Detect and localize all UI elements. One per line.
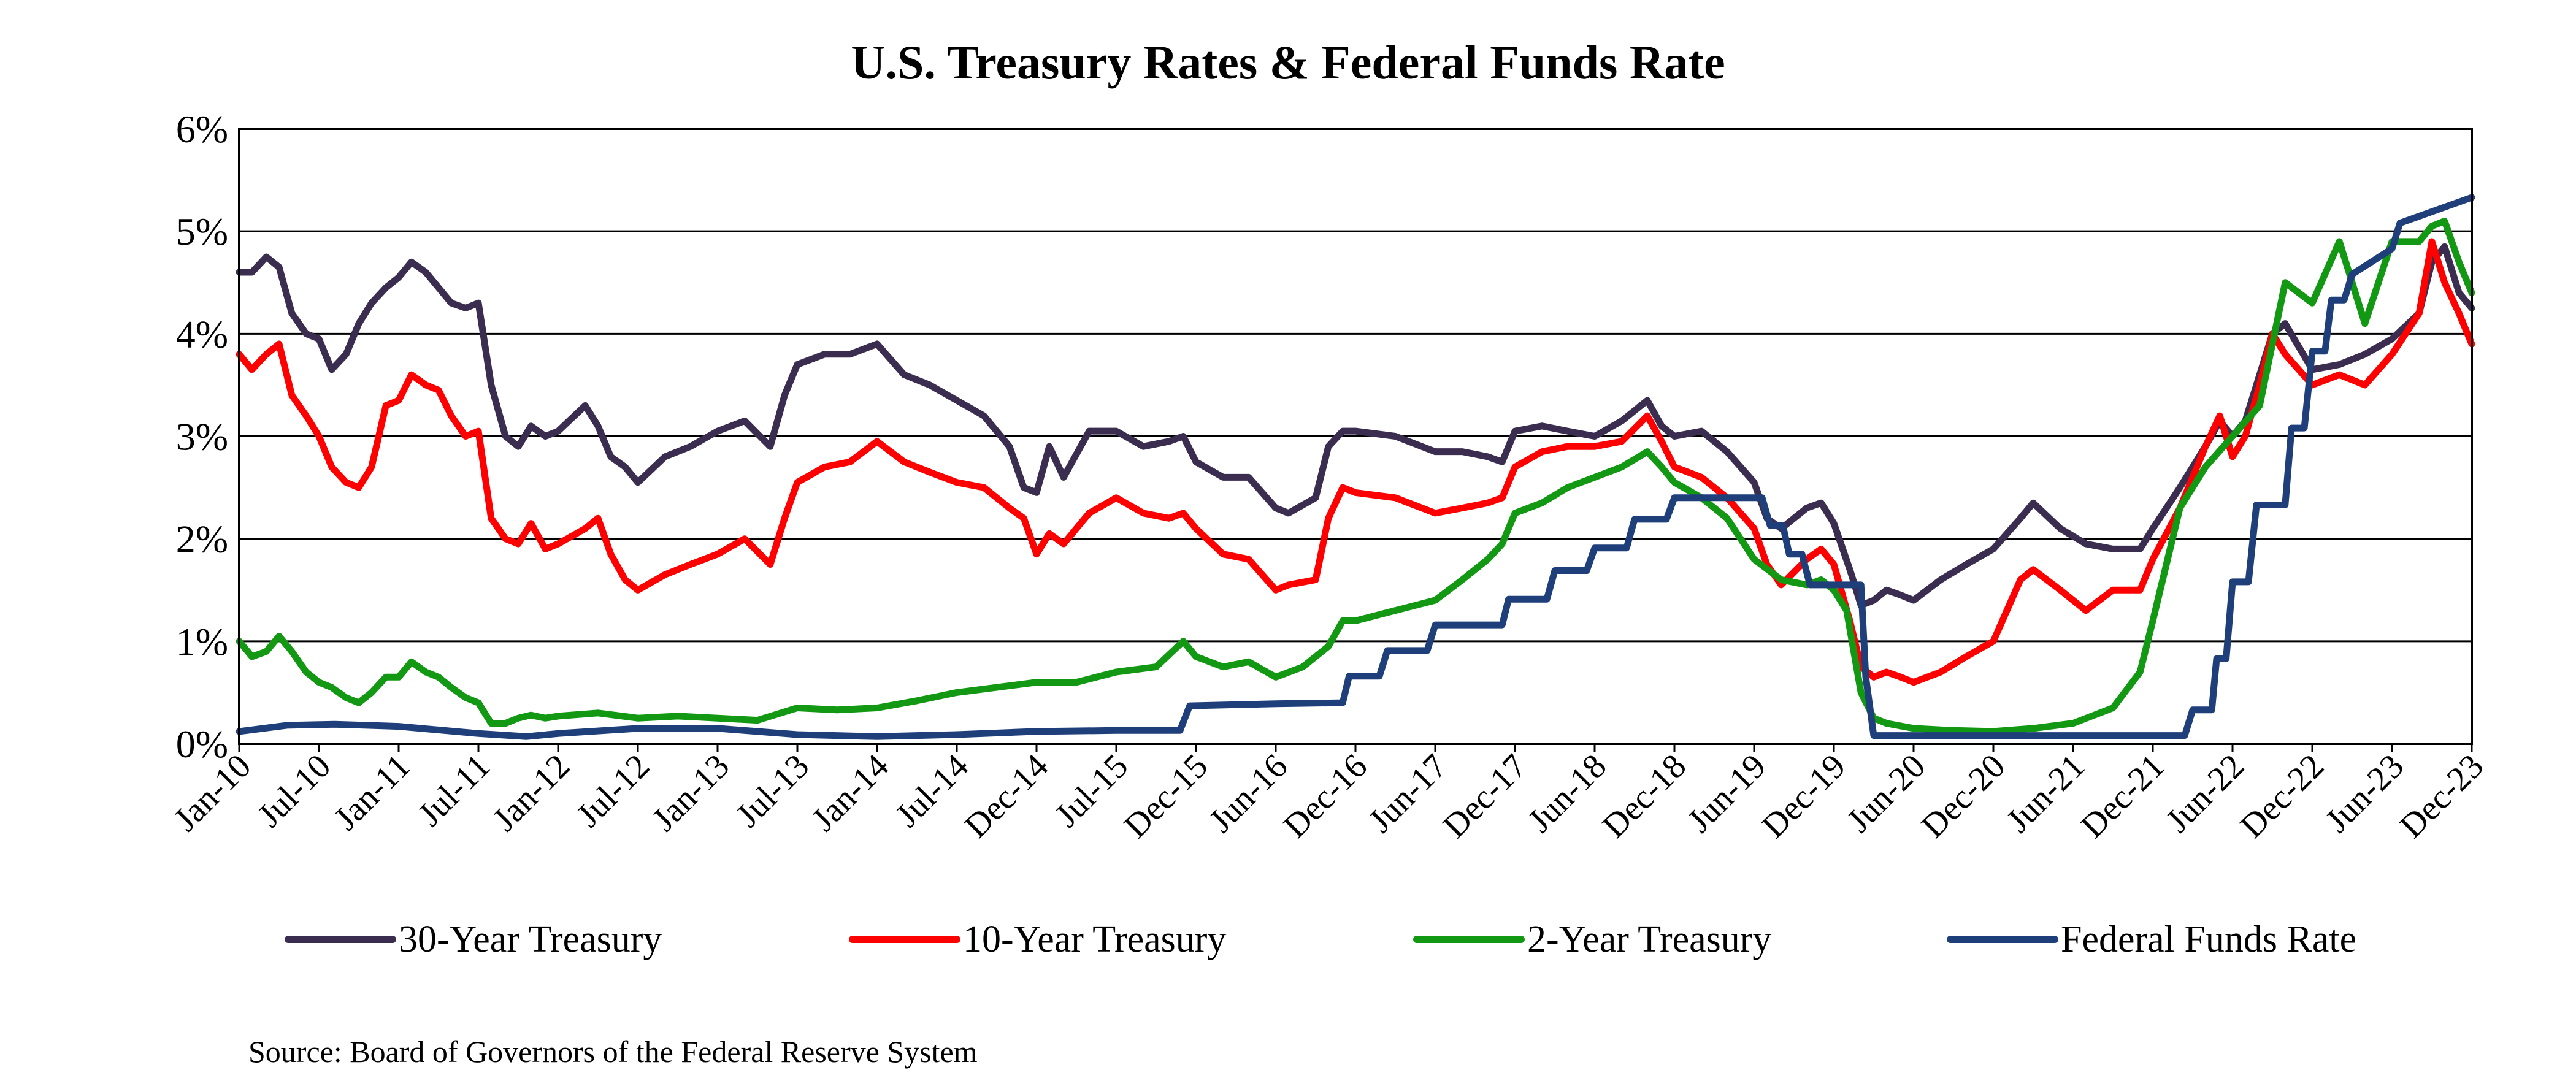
y-tick-label: 6% xyxy=(176,107,228,151)
series-line-10-year-treasury xyxy=(236,238,2475,686)
x-tick-label: Jan-11 xyxy=(327,747,418,838)
legend-label: Federal Funds Rate xyxy=(2061,919,2356,960)
x-tick-label: Jun-20 xyxy=(1840,747,1933,840)
x-tick-label: Jan-14 xyxy=(805,747,896,838)
source-note: Source: Board of Governors of the Federa… xyxy=(248,1034,978,1069)
x-axis-ticks: Jan-10Jul-10Jan-11Jul-11Jan-12Jul-12Jan-… xyxy=(167,744,2491,846)
x-tick-label: Dec-19 xyxy=(1755,747,1853,845)
chart-title: U.S. Treasury Rates & Federal Funds Rate xyxy=(851,36,1725,89)
y-tick-label: 2% xyxy=(176,518,228,561)
y-tick-label: 0% xyxy=(176,722,228,766)
legend: 30-Year Treasury 10-Year Treasury 2-Year T… xyxy=(285,919,2356,960)
x-tick-label: Dec-23 xyxy=(2393,747,2491,845)
y-axis-ticks: 0% 1% 2% 3% 4% 5% 6% xyxy=(176,107,228,766)
x-tick-label: Jul-10 xyxy=(250,747,338,835)
x-tick-label: Dec-20 xyxy=(1914,747,2012,845)
x-tick-label: Jul-13 xyxy=(729,747,816,835)
x-tick-label: Jul-12 xyxy=(569,747,657,835)
y-tick-label: 1% xyxy=(176,620,228,663)
x-tick-label: Dec-18 xyxy=(1595,747,1693,845)
legend-label: 10-Year Treasury xyxy=(963,919,1226,960)
x-tick-label: Jun-22 xyxy=(2159,747,2252,840)
x-tick-label: Dec-17 xyxy=(1436,747,1534,845)
series-line-federal-funds-rate xyxy=(236,194,2475,740)
gridlines xyxy=(239,128,2472,745)
x-tick-label: Dec-21 xyxy=(2074,747,2172,845)
x-tick-label: Dec-16 xyxy=(1276,747,1374,845)
x-tick-label: Jun-17 xyxy=(1362,747,1455,840)
series-lines xyxy=(236,194,2475,740)
y-tick-label: 5% xyxy=(176,210,228,253)
x-tick-label: Dec-15 xyxy=(1117,747,1215,845)
plot-frame xyxy=(238,128,2473,745)
x-tick-label: Jul-11 xyxy=(411,747,497,833)
x-tick-label: Jun-18 xyxy=(1521,747,1614,840)
x-tick-label: Dec-14 xyxy=(957,747,1056,845)
x-tick-label: Jun-16 xyxy=(1202,747,1295,840)
x-tick-label: Jan-12 xyxy=(486,747,577,838)
x-tick-label: Jun-19 xyxy=(1681,747,1774,840)
x-tick-label: Jun-21 xyxy=(1999,747,2093,840)
x-tick-label: Jan-13 xyxy=(645,747,737,838)
series-line-30-year-treasury xyxy=(236,243,2475,609)
y-tick-label: 4% xyxy=(176,312,228,356)
legend-label: 2-Year Treasury xyxy=(1527,919,1771,960)
x-tick-label: Jun-23 xyxy=(2318,747,2412,840)
y-tick-label: 3% xyxy=(176,415,228,459)
legend-label: 30-Year Treasury xyxy=(399,919,662,960)
series-line-2-year-treasury xyxy=(236,218,2475,735)
x-tick-label: Dec-22 xyxy=(2233,747,2331,845)
